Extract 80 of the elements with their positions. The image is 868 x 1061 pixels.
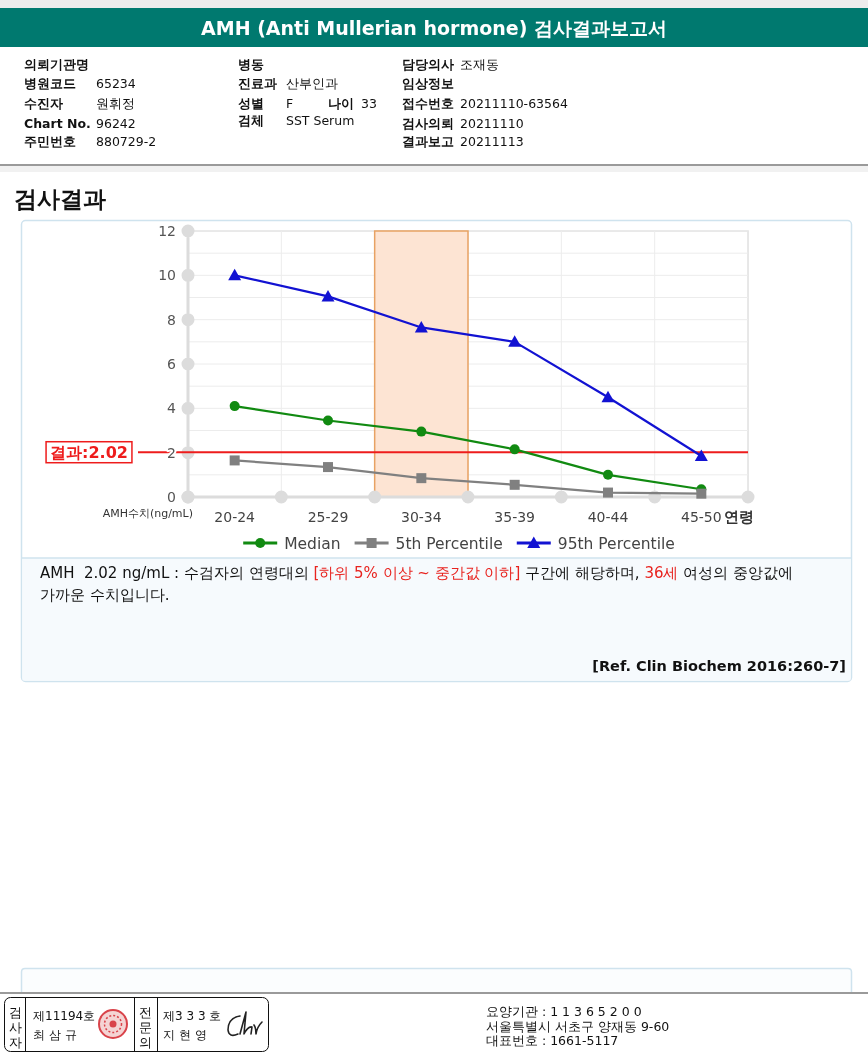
- point: [323, 462, 333, 473]
- point: [416, 473, 427, 484]
- y-tick-label: 10: [158, 267, 176, 284]
- text: 주민번호: [24, 134, 76, 149]
- text: 검사의뢰: [402, 116, 454, 131]
- legend-label: 5th Percentile: [395, 535, 503, 553]
- x-tick-label: 45-50: [680, 509, 722, 525]
- text: 진료과: [238, 76, 277, 91]
- text: 검사자: [8, 1005, 22, 1050]
- text: [하위 5% 이상 ~ 중간값 이하]: [313, 564, 521, 582]
- text: 검체: [238, 113, 264, 128]
- text: [Ref. Clin Biochem 2016:260-7]: [592, 658, 846, 674]
- text: F: [286, 96, 294, 111]
- text: 20211110: [460, 116, 524, 131]
- text: 36세: [644, 564, 679, 582]
- x-tick-label: 40-44: [587, 509, 629, 525]
- text: 96242: [96, 116, 136, 131]
- text: 구간에 해당하며,: [520, 564, 645, 582]
- text: Chart No.: [24, 116, 91, 131]
- point: [321, 289, 335, 302]
- text: 여성의 중앙값에: [678, 564, 794, 582]
- point: [603, 487, 613, 498]
- text: 20211110-63564: [460, 96, 568, 111]
- text: 성별: [238, 96, 264, 111]
- text: AMH 2.02 ng/mL : 수검자의 연령대의: [40, 564, 314, 582]
- point: [508, 335, 522, 347]
- text: 접수번호: [402, 96, 454, 111]
- legend-label: Median: [284, 535, 341, 553]
- text: 임상정보: [402, 76, 454, 91]
- text: 병동: [238, 57, 264, 72]
- text: 조재동: [460, 57, 499, 72]
- y-tick-label: 8: [167, 311, 176, 328]
- text: 병원코드: [24, 76, 76, 91]
- point: [509, 444, 520, 455]
- x-tick-label: 35-39: [494, 509, 536, 525]
- point: [414, 320, 428, 333]
- y-tick-label: 0: [167, 489, 176, 505]
- x-tick-label: 25-29: [307, 509, 349, 525]
- text: 산부인과: [286, 76, 338, 91]
- text: 제11194호: [33, 1009, 96, 1023]
- y-axis-title: AMH수치(ng/mL): [102, 507, 193, 520]
- x-axis-title: 연령: [724, 508, 754, 526]
- x-tick-label: 20-24: [214, 509, 256, 525]
- text: 원휘정: [96, 96, 135, 111]
- y-tick-label: 6: [167, 356, 177, 372]
- point: [603, 469, 613, 480]
- text: 33: [361, 96, 377, 111]
- text: 전문의: [138, 1005, 152, 1050]
- text: 대표번호 : 1661-5117: [486, 1033, 619, 1048]
- point: [229, 401, 240, 412]
- text: 수진자: [24, 96, 63, 111]
- text: 담당의사: [402, 57, 454, 72]
- text: 880729-2: [96, 134, 157, 149]
- point: [601, 390, 615, 403]
- y-tick-label: 4: [167, 400, 177, 417]
- text: 제3 3 3 호: [163, 1009, 222, 1023]
- chart-subtitle: 검사결과: [14, 186, 106, 212]
- point: [228, 268, 242, 281]
- ref-line-label: 결과:2.02: [50, 443, 128, 463]
- text: SST Serum: [286, 113, 355, 128]
- point: [696, 488, 707, 499]
- chart-title: AMH (Anti Mullerian hormone) 검사결과보고서: [201, 17, 667, 39]
- text: 지 현 영: [163, 1028, 207, 1042]
- legend-label: 95th Percentile: [557, 535, 675, 553]
- point: [694, 449, 708, 461]
- text: 의뢰기관명: [24, 57, 89, 72]
- text: 20211113: [460, 134, 524, 149]
- point: [416, 426, 427, 437]
- text: 65234: [96, 76, 136, 91]
- text: 나이: [328, 96, 354, 111]
- point: [509, 479, 520, 490]
- y-tick-label: 12: [158, 223, 176, 239]
- text: 가까운 수치입니다.: [40, 586, 170, 604]
- text: 서울특별시 서초구 양재동 9-60: [486, 1019, 670, 1034]
- x-tick-label: 30-34: [400, 509, 442, 525]
- text: 최 삼 규: [33, 1028, 77, 1042]
- point: [229, 455, 240, 466]
- text: 요양기관 : 1 1 3 6 5 2 0 0: [486, 1004, 642, 1019]
- point: [323, 415, 333, 426]
- text: 결과보고: [402, 134, 454, 149]
